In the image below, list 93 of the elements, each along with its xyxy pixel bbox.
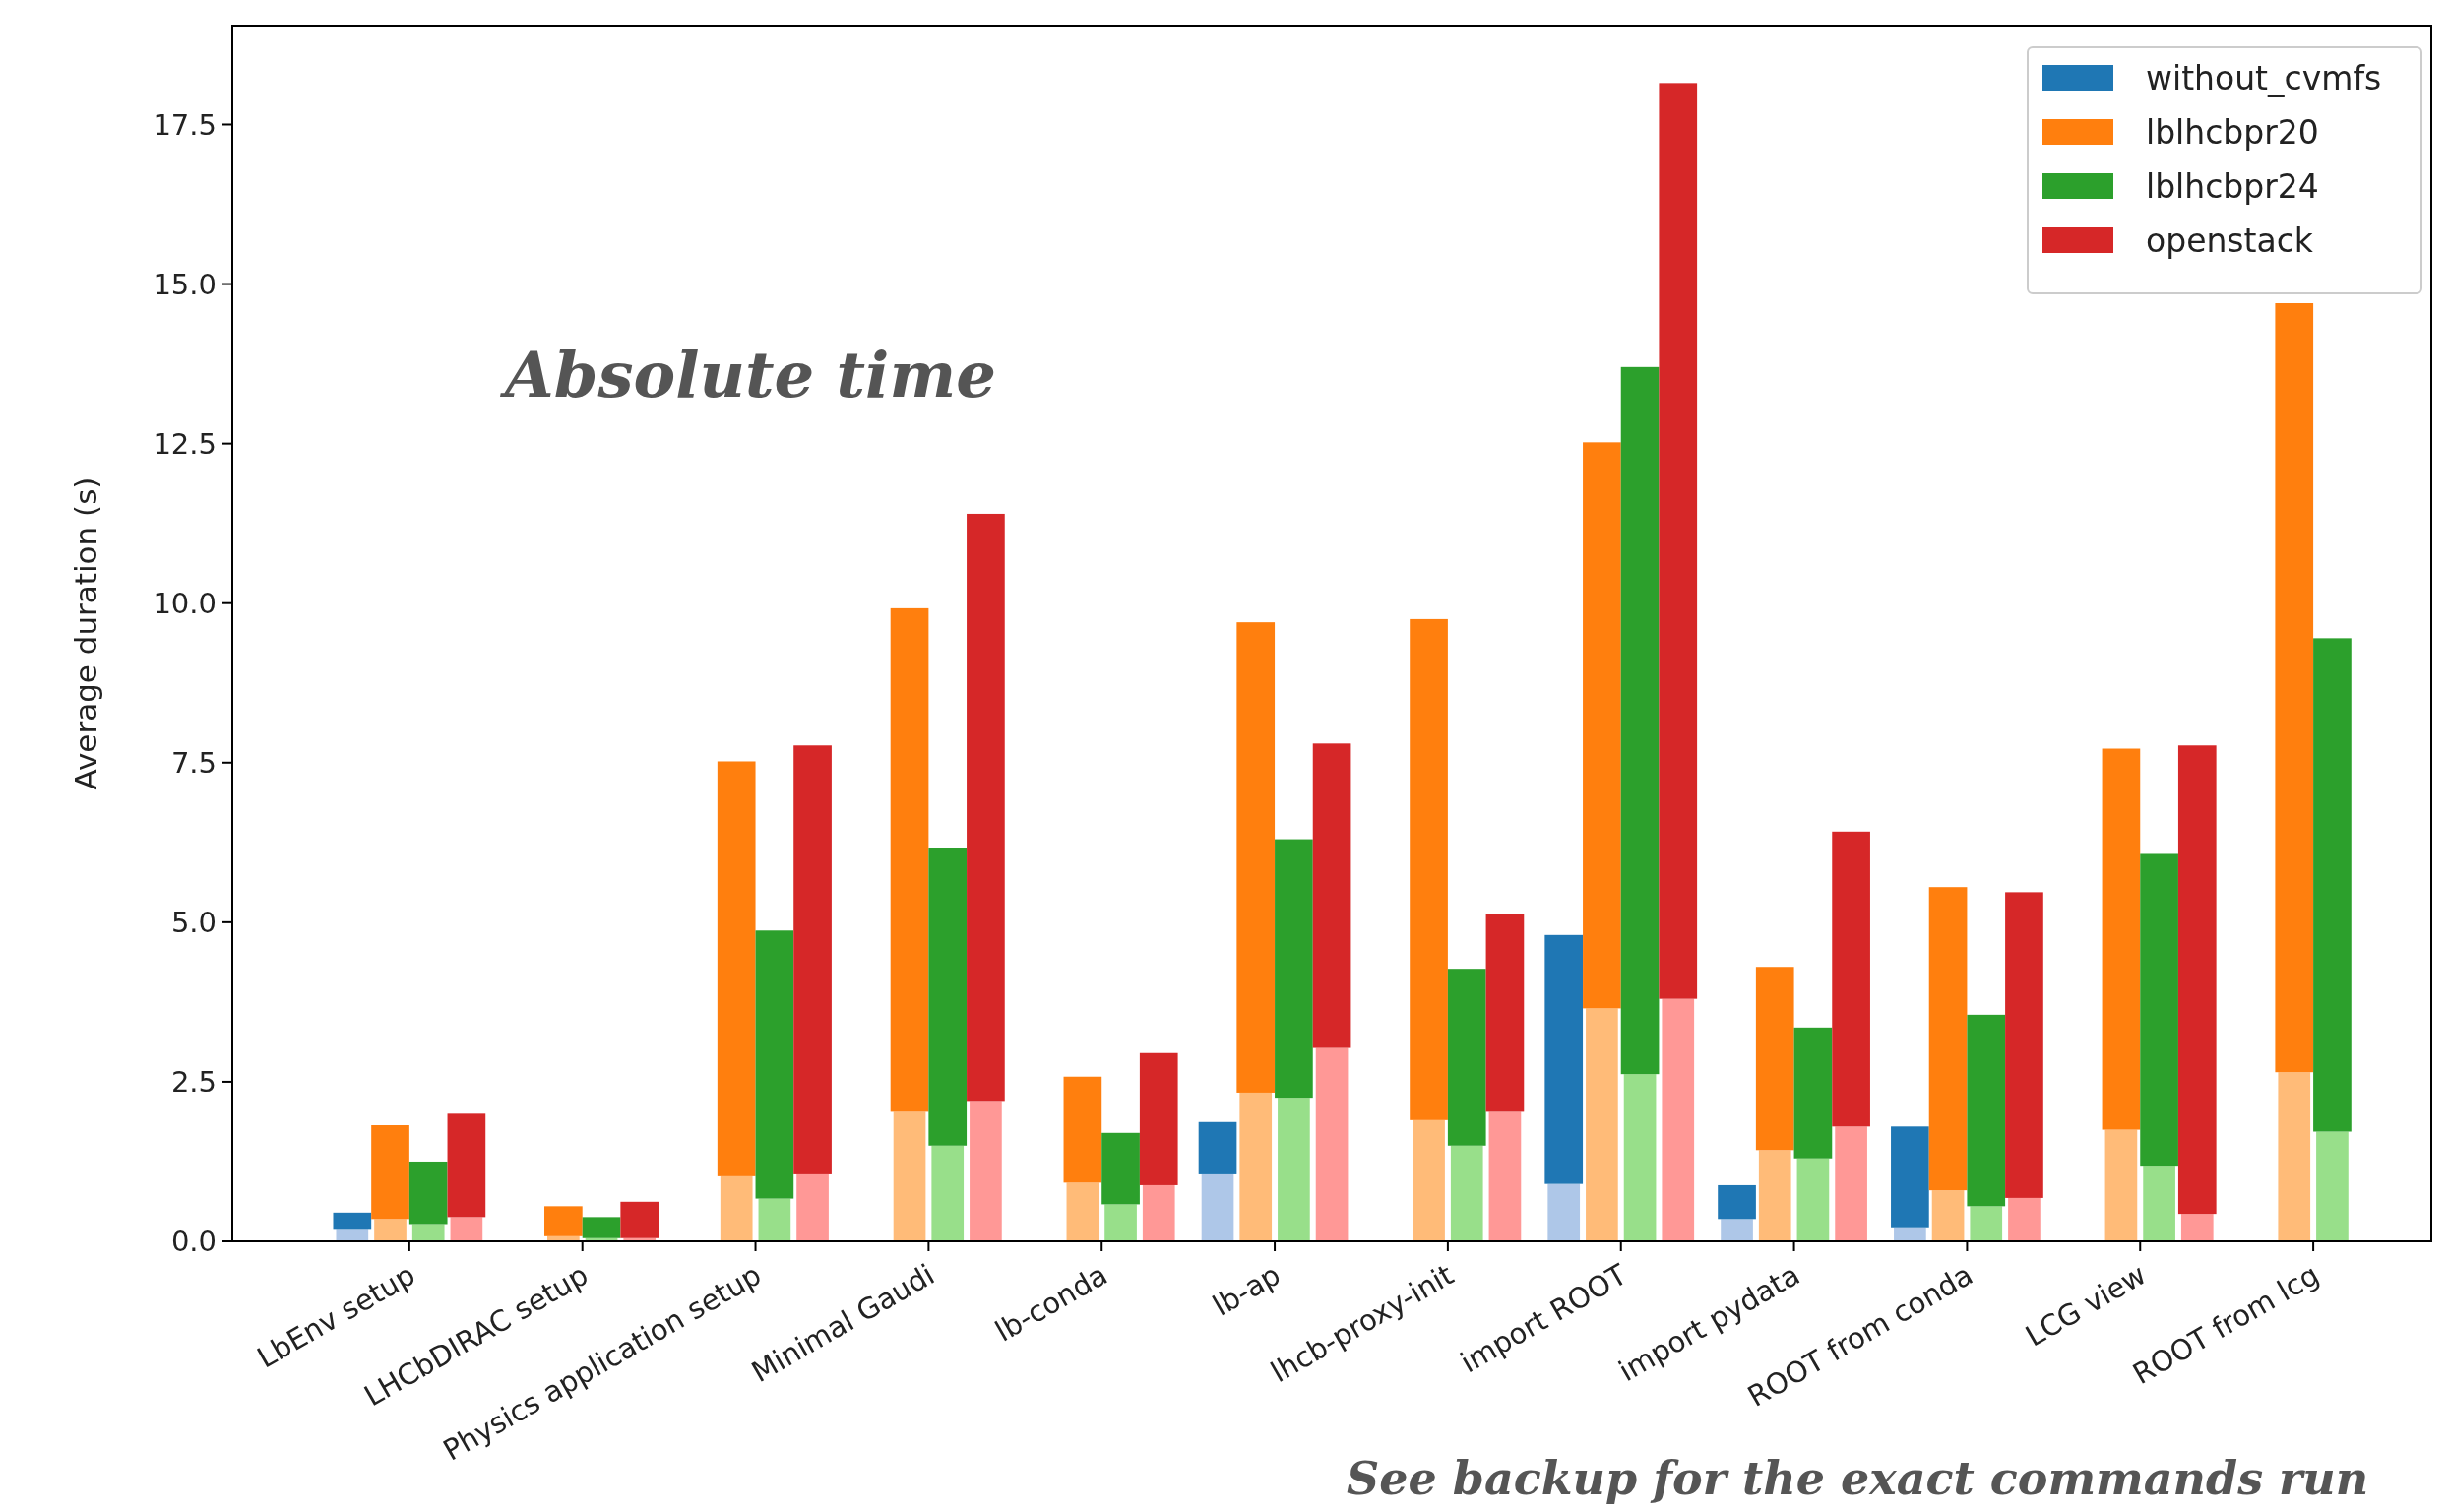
bar [544, 1206, 583, 1236]
bar [1928, 887, 1968, 1191]
bar [2005, 892, 2043, 1198]
bar [793, 745, 832, 1174]
bar [333, 1212, 372, 1230]
bar [1312, 743, 1351, 1048]
bar [1236, 622, 1276, 1093]
bar [2102, 748, 2141, 1130]
bar [796, 1173, 829, 1241]
bar [1583, 442, 1621, 1009]
y-tick-label: 15.0 [153, 267, 217, 301]
bar [2143, 1166, 2175, 1241]
bar [1718, 1184, 1756, 1220]
bar [1544, 934, 1584, 1184]
bar [1450, 1145, 1483, 1241]
bar [1721, 1219, 1753, 1241]
bar [1547, 1183, 1581, 1241]
bar [2104, 1129, 2138, 1241]
bar [371, 1125, 409, 1220]
bar [717, 761, 756, 1176]
bar [2275, 303, 2314, 1073]
bar [2278, 1072, 2311, 1241]
y-tick-label: 2.5 [170, 1065, 217, 1100]
bar [1410, 618, 1448, 1120]
bar [1832, 831, 1870, 1127]
bar [2008, 1197, 2041, 1241]
x-tick-label: LCG view [2019, 1257, 2152, 1354]
legend-label: without_cvmfs [2146, 58, 2382, 97]
bar [1970, 1206, 2003, 1241]
bar [2140, 853, 2178, 1167]
bar [336, 1229, 369, 1241]
y-tick-label: 5.0 [170, 906, 217, 939]
y-tick-label: 7.5 [170, 745, 217, 780]
bar [1620, 366, 1660, 1075]
bar [1758, 1150, 1791, 1241]
y-tick-label: 17.5 [153, 107, 217, 142]
bar [1063, 1076, 1102, 1183]
bar [967, 513, 1005, 1102]
bar [931, 1145, 965, 1241]
legend-label: lblhcbpr20 [2146, 112, 2319, 152]
bar [1659, 83, 1698, 999]
bar [1755, 967, 1794, 1151]
legend-label: lblhcbpr24 [2146, 166, 2319, 206]
bar [1488, 1111, 1522, 1241]
bar [582, 1217, 621, 1238]
bar [758, 1198, 791, 1241]
bar [1142, 1184, 1175, 1241]
bar [2177, 745, 2217, 1215]
y-tick-label: 12.5 [153, 426, 217, 461]
bar [408, 1161, 448, 1225]
bar [1198, 1121, 1237, 1174]
bar [1931, 1190, 1965, 1241]
bar [1623, 1074, 1657, 1241]
bar [447, 1113, 486, 1218]
bar [1239, 1092, 1273, 1241]
y-axis-title: Average duration (s) [68, 476, 103, 790]
bar [720, 1175, 753, 1241]
bar [1275, 839, 1313, 1099]
bar [1201, 1173, 1234, 1241]
bar [411, 1224, 445, 1241]
bar [1485, 914, 1525, 1112]
bar [1447, 969, 1486, 1146]
bar [1662, 998, 1695, 1241]
bar [1796, 1158, 1830, 1241]
y-tick-label: 0.0 [170, 1225, 217, 1259]
bar [2316, 1131, 2349, 1241]
bar [1586, 1008, 1618, 1241]
bar [1894, 1227, 1926, 1241]
bar [893, 1111, 926, 1241]
bar [1315, 1047, 1349, 1241]
bar [890, 607, 929, 1112]
bar [755, 930, 794, 1199]
bar [2313, 638, 2352, 1132]
bar [620, 1201, 659, 1238]
y-tick-label: 10.0 [153, 586, 217, 620]
bar [1413, 1119, 1445, 1241]
bar [1967, 1014, 2006, 1207]
text: See backup for the exact commands run [1347, 1452, 2369, 1505]
legend-label: openstack [2146, 220, 2314, 260]
bar [1891, 1126, 1929, 1228]
annotation: Absolute time [500, 338, 996, 411]
bar [1104, 1204, 1137, 1241]
bar [1793, 1027, 1833, 1159]
bar [1101, 1132, 1140, 1205]
bar [1835, 1126, 1867, 1241]
bar [450, 1217, 483, 1241]
bar [1066, 1182, 1099, 1241]
bar [970, 1101, 1002, 1242]
bar [2180, 1214, 2214, 1241]
bar [928, 848, 968, 1146]
bar [374, 1219, 407, 1241]
bar [1139, 1052, 1178, 1185]
bar [1278, 1098, 1310, 1241]
